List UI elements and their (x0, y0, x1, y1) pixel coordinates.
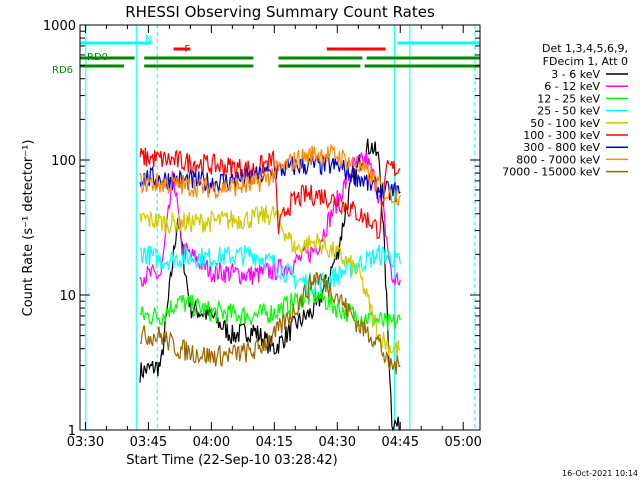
series-line (139, 147, 401, 240)
series-line (139, 143, 401, 207)
legend-label: 6 - 12 keV (544, 80, 600, 93)
x-tick-label: 03:30 (67, 435, 104, 450)
y-tick-label: 10 (59, 289, 76, 304)
legend-label: 7000 - 15000 keV (502, 166, 600, 179)
y-tick-label: 1000 (43, 19, 76, 34)
attenuator-state-bars: N F RD0 RD6 (52, 34, 480, 76)
series-line (139, 205, 401, 356)
legend-header-2: FDecim 1, Att 0 (543, 55, 628, 68)
series-line (139, 271, 401, 375)
legend-label: 25 - 50 keV (537, 105, 600, 118)
rd-bar-label: RD0 (87, 52, 108, 63)
x-axis: 03:30 03:45 04:00 04:15 04:30 04:45 05:00 (67, 25, 482, 450)
x-tick-label: 05:00 (444, 435, 481, 450)
x-tick-label: 03:45 (130, 435, 167, 450)
legend-label: 50 - 100 keV (530, 117, 600, 130)
rd-bar-label: RD6 (52, 65, 73, 76)
x-tick-label: 04:15 (256, 435, 293, 450)
legend-label: 300 - 800 keV (523, 141, 600, 154)
legend-label: 100 - 300 keV (523, 129, 600, 142)
state-bar-label: N (145, 34, 152, 45)
legend: Det 1,3,4,5,6,9, FDecim 1, Att 0 3 - 6 k… (502, 42, 628, 179)
y-tick-label: 100 (51, 154, 76, 169)
legend-header-1: Det 1,3,4,5,6,9, (542, 42, 628, 55)
legend-label: 800 - 7000 keV (516, 153, 600, 166)
series-line (139, 244, 401, 295)
state-bar-label: F (184, 44, 190, 55)
legend-label: 12 - 25 keV (537, 92, 600, 105)
x-tick-label: 04:45 (382, 435, 419, 450)
legend-label: 3 - 6 keV (551, 68, 600, 81)
count-rate-series (139, 138, 401, 432)
y-axis: 1 10 100 1000 (43, 19, 480, 439)
chart-title: RHESSI Observing Summary Count Rates (125, 3, 435, 21)
x-tick-label: 04:30 (319, 435, 356, 450)
y-tick-label: 1 (68, 424, 76, 439)
series-line (139, 152, 401, 287)
plot-area (80, 25, 480, 430)
x-tick-label: 04:00 (193, 435, 230, 450)
x-axis-label: Start Time (22-Sep-10 03:28:42) (126, 453, 337, 468)
plot-frame (79, 24, 481, 431)
footer-timestamp: 16-Oct-2021 10:14 (562, 469, 638, 478)
y-axis-label: Count Rate (s⁻¹ detector⁻¹) (21, 140, 36, 317)
